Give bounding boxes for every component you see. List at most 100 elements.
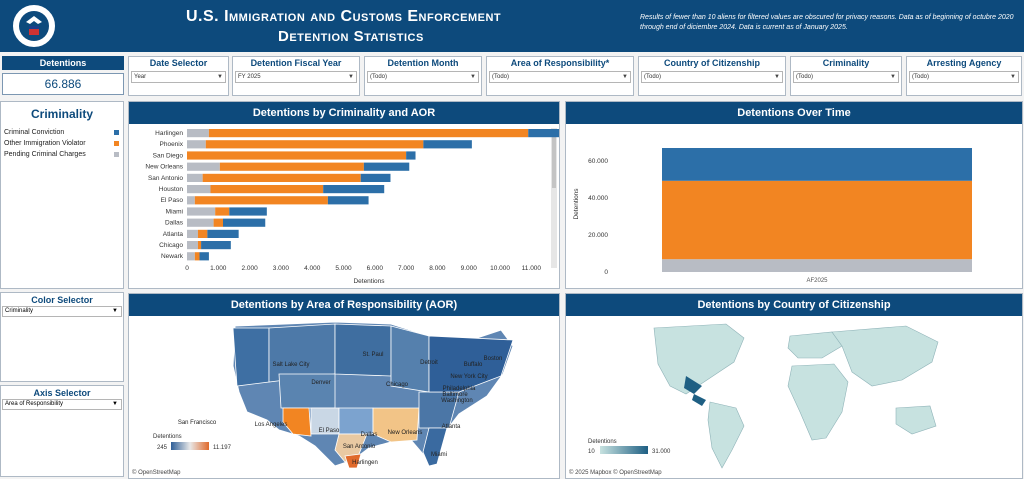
bar-segment[interactable] bbox=[187, 252, 195, 261]
detention-month-dropdown[interactable]: (Todo) ▼ bbox=[367, 71, 479, 83]
fiscal-year-dropdown[interactable]: FY 2025 ▼ bbox=[235, 71, 357, 83]
map-label: Harlingen bbox=[352, 460, 378, 466]
scrollbar-track[interactable] bbox=[551, 128, 557, 268]
region-south-america[interactable] bbox=[707, 401, 745, 469]
bar-segment[interactable] bbox=[223, 218, 266, 227]
x-tick-label: 2.000 bbox=[241, 265, 258, 272]
bar-segment[interactable] bbox=[187, 185, 211, 194]
bar-segment[interactable] bbox=[187, 218, 214, 227]
bar-segment[interactable] bbox=[187, 151, 407, 160]
bar-segment[interactable] bbox=[662, 259, 972, 272]
region-harlingen[interactable] bbox=[344, 453, 362, 469]
bar-segment[interactable] bbox=[199, 252, 209, 261]
country-map-panel: Detentions by Country of Citizenship Det… bbox=[565, 293, 1023, 479]
legend-item-other-violator[interactable]: Other Immigration Violator bbox=[1, 138, 123, 149]
bar-segment[interactable] bbox=[187, 129, 209, 138]
region-st-paul[interactable] bbox=[334, 323, 392, 377]
bar-segment[interactable] bbox=[219, 162, 364, 171]
world-country-map[interactable]: Detentions 10 31.000 bbox=[566, 316, 1022, 478]
bar-segment[interactable] bbox=[662, 180, 972, 260]
region-north-america[interactable] bbox=[653, 323, 745, 395]
date-selector-dropdown[interactable]: Year ▼ bbox=[131, 71, 226, 83]
color-selector-dropdown[interactable]: Criminality ▼ bbox=[2, 306, 122, 317]
y-tick-label: 0 bbox=[604, 269, 608, 276]
x-tick-label: 0 bbox=[185, 265, 189, 272]
criminality-dropdown[interactable]: (Todo) ▼ bbox=[793, 71, 899, 83]
bar-segment[interactable] bbox=[528, 129, 559, 138]
us-aor-map[interactable]: Salt Lake City St. Paul Detroit Buffalo … bbox=[129, 316, 559, 478]
bar-segment[interactable] bbox=[406, 151, 416, 160]
region-asia[interactable] bbox=[831, 325, 939, 387]
bar-segment[interactable] bbox=[202, 173, 361, 182]
scrollbar-thumb[interactable] bbox=[552, 130, 556, 188]
y-tick-label: Atlanta bbox=[163, 231, 184, 238]
y-tick-label: El Paso bbox=[161, 197, 184, 204]
bar-segment[interactable] bbox=[201, 241, 231, 250]
x-tick-label: 3.000 bbox=[273, 265, 290, 272]
arresting-agency-dropdown[interactable]: (Todo) ▼ bbox=[909, 71, 1019, 83]
legend-swatch bbox=[114, 130, 119, 135]
dropdown-value: Area of Responsibility bbox=[5, 401, 64, 407]
map-label: Detroit bbox=[420, 360, 438, 366]
filter-criminality[interactable]: Criminality (Todo) ▼ bbox=[790, 56, 902, 96]
region-mexico[interactable] bbox=[684, 376, 702, 394]
map-title: Detentions by Country of Citizenship bbox=[566, 294, 1022, 316]
bar-segment[interactable] bbox=[187, 162, 220, 171]
region-central-america[interactable] bbox=[692, 394, 706, 406]
aor-dropdown[interactable]: (Todo) ▼ bbox=[489, 71, 631, 83]
bar-segment[interactable] bbox=[213, 218, 223, 227]
color-selector-title: Color Selector bbox=[31, 295, 93, 305]
country-dropdown[interactable]: (Todo) ▼ bbox=[641, 71, 783, 83]
map-label: Philadelphia bbox=[443, 386, 476, 392]
bar-segment[interactable] bbox=[215, 207, 230, 216]
bar-segment[interactable] bbox=[363, 162, 410, 171]
region-miami[interactable] bbox=[422, 427, 448, 467]
bar-segment[interactable] bbox=[662, 148, 972, 181]
bar-segment[interactable] bbox=[194, 252, 200, 261]
bar-segment[interactable] bbox=[197, 241, 202, 250]
bar-segment[interactable] bbox=[187, 241, 198, 250]
region-australia[interactable] bbox=[895, 405, 937, 435]
map-label: Baltimore bbox=[442, 392, 468, 398]
dropdown-value: (Todo) bbox=[644, 74, 662, 80]
bar-segment[interactable] bbox=[423, 140, 472, 149]
filter-arresting-agency[interactable]: Arresting Agency (Todo) ▼ bbox=[906, 56, 1022, 96]
legend-item-criminal-conviction[interactable]: Criminal Conviction bbox=[1, 127, 123, 138]
bar-segment[interactable] bbox=[187, 207, 216, 216]
region-salt-lake-city[interactable] bbox=[268, 323, 336, 383]
aor-criminality-bar-chart: Harlingen Phoenix San Diego New Orleans San … bbox=[145, 128, 559, 285]
map-attribution[interactable]: © 2025 Mapbox © OpenStreetMap bbox=[569, 470, 662, 476]
bar-segment[interactable] bbox=[187, 140, 206, 149]
region-phoenix[interactable] bbox=[282, 407, 312, 437]
region-new-orleans[interactable] bbox=[372, 407, 420, 443]
filter-detention-month[interactable]: Detention Month (Todo) ▼ bbox=[364, 56, 482, 96]
map-attribution[interactable]: © OpenStreetMap bbox=[132, 470, 181, 476]
legend-item-pending-charges[interactable]: Pending Criminal Charges bbox=[1, 149, 123, 160]
filter-country[interactable]: Country of Citizenship (Todo) ▼ bbox=[638, 56, 786, 96]
bar-segment[interactable] bbox=[187, 196, 195, 205]
filter-fiscal-year[interactable]: Detention Fiscal Year FY 2025 ▼ bbox=[232, 56, 360, 96]
bar-segment[interactable] bbox=[187, 229, 198, 238]
y-tick-label: Newark bbox=[161, 253, 184, 260]
bar-segment[interactable] bbox=[197, 229, 208, 238]
bar-segment[interactable] bbox=[229, 207, 267, 216]
map-label: New York City bbox=[450, 374, 487, 380]
axis-selector-dropdown[interactable]: Area of Responsibility ▼ bbox=[2, 399, 122, 410]
bar-segment[interactable] bbox=[207, 229, 239, 238]
region-dallas[interactable] bbox=[338, 407, 374, 435]
bar-segment[interactable] bbox=[194, 196, 328, 205]
bar-segment[interactable] bbox=[327, 196, 369, 205]
region-africa[interactable] bbox=[787, 363, 849, 441]
filter-aor[interactable]: Area of Responsibility* (Todo) ▼ bbox=[486, 56, 634, 96]
region-san-francisco[interactable] bbox=[232, 327, 270, 387]
bar-segment[interactable] bbox=[205, 140, 424, 149]
bar-segment[interactable] bbox=[360, 173, 391, 182]
region-northeast[interactable] bbox=[428, 335, 514, 393]
filter-date-selector[interactable]: Date Selector Year ▼ bbox=[128, 56, 229, 96]
bar-segment[interactable] bbox=[187, 173, 203, 182]
bar-segment[interactable] bbox=[323, 185, 385, 194]
bar-segment[interactable] bbox=[208, 129, 529, 138]
bar-segment[interactable] bbox=[210, 185, 324, 194]
x-tick-label: 7.000 bbox=[398, 265, 415, 272]
x-axis-label: Detentions bbox=[353, 278, 385, 285]
